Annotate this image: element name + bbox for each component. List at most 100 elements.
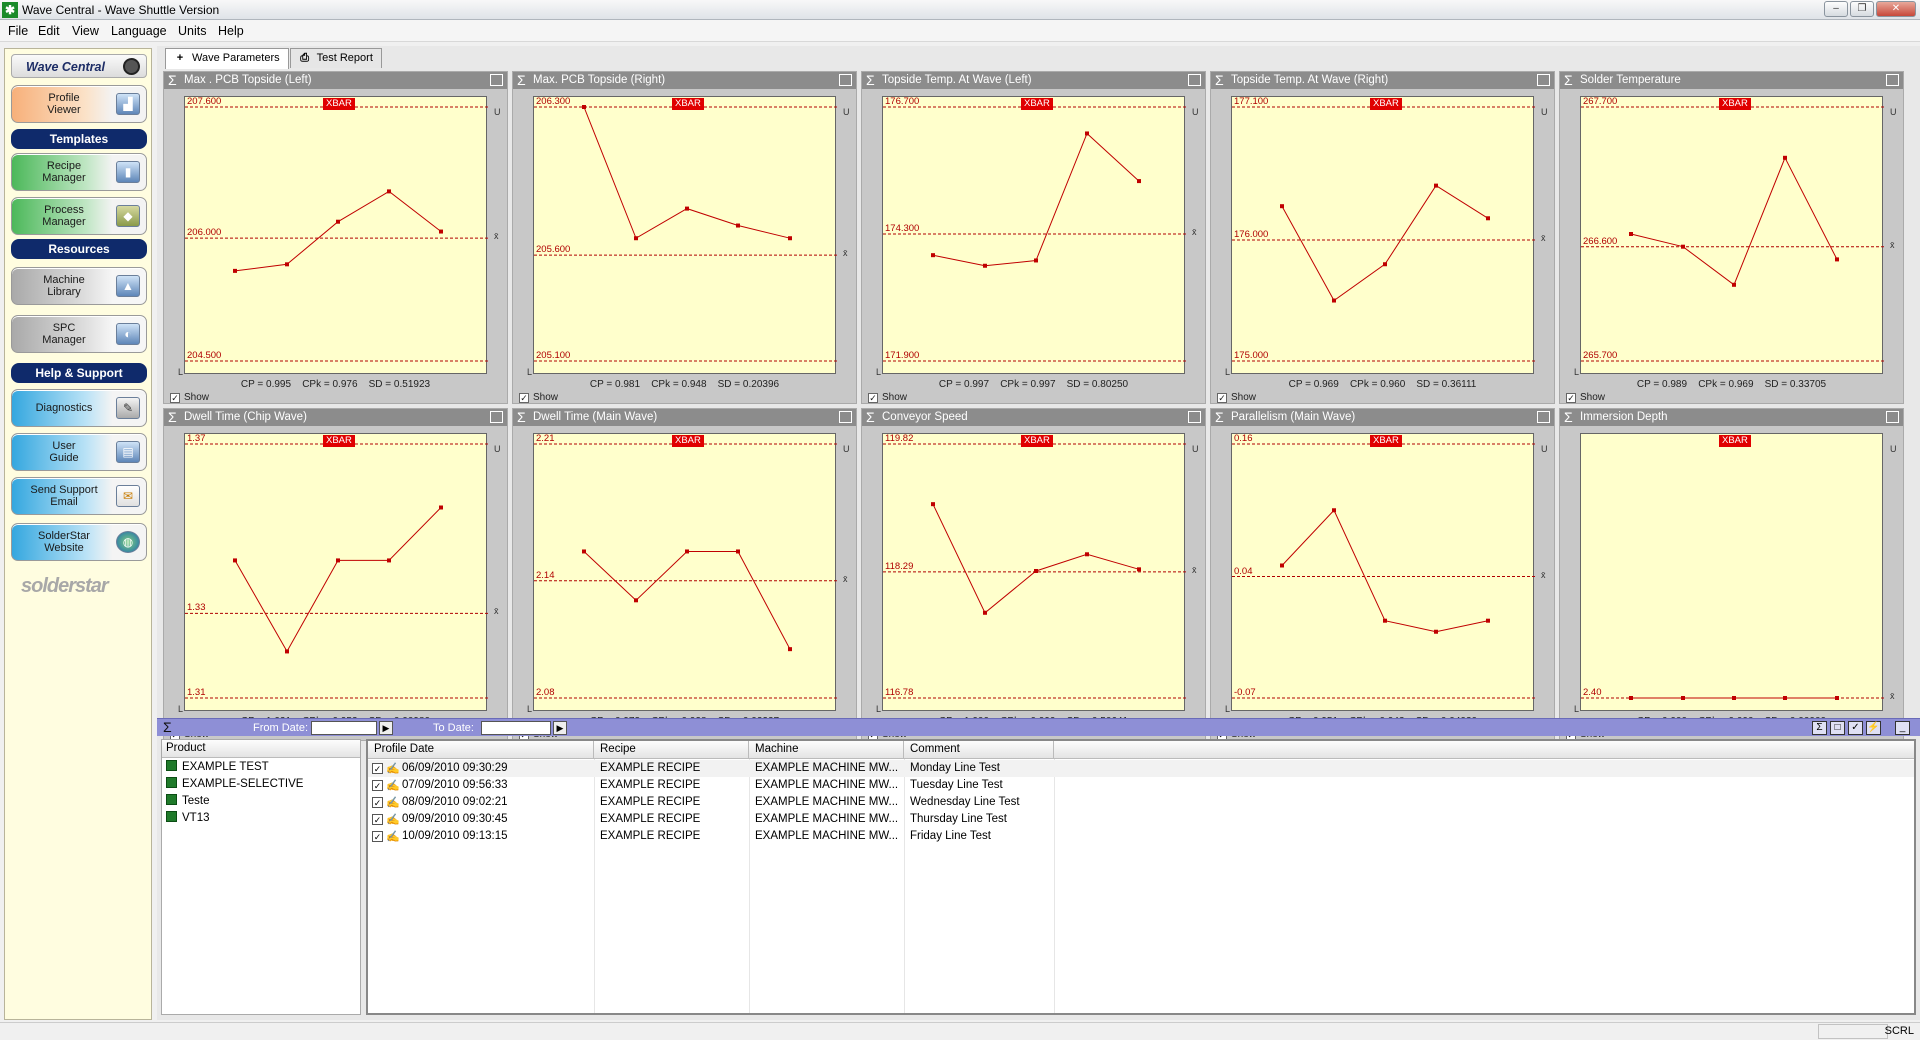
checkbox-icon[interactable]: ✓ (372, 797, 383, 808)
machine-cell: EXAMPLE MACHINE MW... (755, 813, 899, 825)
center-label: 206.000 (187, 227, 222, 239)
table-row[interactable]: ✓ ✍ 07/09/2010 09:56:33 EXAMPLE RECIPE EXAMP… (368, 777, 1914, 794)
square-toggle-icon[interactable]: □ (1830, 721, 1845, 735)
checkbox-icon[interactable]: ✓ (372, 763, 383, 774)
tab-test-report[interactable]: ⎙ Test Report (289, 48, 382, 68)
sigma-icon[interactable]: Σ (517, 72, 526, 88)
chart-stats: CP = 0.995 CPk = 0.976 SD = 0.51923 (164, 379, 507, 390)
sigma-icon[interactable]: Σ (163, 719, 172, 735)
tab-strip: + Wave Parameters ⎙ Test Report (165, 48, 383, 69)
recipe-cell: EXAMPLE RECIPE (600, 813, 701, 825)
spc-manager-button[interactable]: SPC Manager ◐ (11, 315, 147, 353)
data-point (685, 549, 689, 554)
machine-library-button[interactable]: Machine Library ▲ (11, 267, 147, 305)
product-item[interactable]: EXAMPLE TEST (162, 758, 360, 775)
col-profile-date[interactable]: Profile Date (368, 741, 594, 758)
checkbox-icon[interactable]: ✓ (372, 831, 383, 842)
gear-icon[interactable] (123, 58, 140, 75)
sigma-icon[interactable]: Σ (866, 72, 875, 88)
sigma-toggle-icon[interactable]: Σ (1812, 721, 1827, 735)
spc-line-chart (534, 443, 837, 699)
maximize-icon[interactable] (1537, 74, 1550, 86)
product-item[interactable]: EXAMPLE-SELECTIVE (162, 775, 360, 792)
checkbox-icon[interactable]: ✓ (1217, 393, 1227, 403)
maximize-icon[interactable] (490, 74, 503, 86)
ucl-label: 1.37 (187, 433, 206, 444)
show-toggle[interactable]: ✓ Show (1217, 392, 1256, 403)
col-machine[interactable]: Machine (749, 741, 904, 758)
maximize-icon[interactable] (1188, 74, 1201, 86)
data-point (685, 206, 689, 211)
solderstar-website-button[interactable]: SolderStar Website ◍ (11, 523, 147, 561)
lightning-icon[interactable]: ⚡ (1866, 721, 1881, 735)
show-toggle[interactable]: ✓ Show (519, 392, 558, 403)
maximize-icon[interactable] (1886, 74, 1899, 86)
show-toggle[interactable]: ✓ Show (868, 392, 907, 403)
profile-icon: ✍ (386, 763, 400, 775)
chart-header: Σ Dwell Time (Chip Wave) (164, 409, 507, 426)
from-date-arrow-icon[interactable]: ▶ (379, 721, 393, 735)
show-toggle[interactable]: ✓ Show (1566, 392, 1605, 403)
checkbox-icon[interactable]: ✓ (372, 814, 383, 825)
profile-viewer-button[interactable]: Profile Viewer ▟ (11, 85, 147, 123)
data-point (1280, 563, 1284, 568)
col-comment[interactable]: Comment (904, 741, 1054, 758)
checkbox-icon[interactable]: ✓ (372, 780, 383, 791)
maximize-icon[interactable] (839, 74, 852, 86)
maximize-icon[interactable] (490, 411, 503, 423)
diagnostics-button[interactable]: Diagnostics ✎ (11, 389, 147, 427)
send-support-email-button[interactable]: Send Support Email ✉ (11, 477, 147, 515)
process-manager-button[interactable]: Process Manager ◆ (11, 197, 147, 235)
restore-icon[interactable]: ❐ (1850, 1, 1874, 17)
close-icon[interactable]: ✕ (1876, 1, 1916, 17)
ucl-marker: U (1541, 107, 1548, 117)
recipe-manager-button[interactable]: Recipe Manager ▮ (11, 153, 147, 191)
chart-title: Max . PCB Topside (Left) (184, 74, 312, 86)
table-row[interactable]: ✓ ✍ 06/09/2010 09:30:29 EXAMPLE RECIPE EXAMP… (368, 760, 1914, 777)
checkbox-icon[interactable]: ✓ (1566, 393, 1576, 403)
menu-file[interactable]: File (8, 24, 29, 38)
col-recipe[interactable]: Recipe (594, 741, 749, 758)
menu-view[interactable]: View (72, 24, 99, 38)
lcl-label: 1.31 (187, 687, 206, 698)
to-date-arrow-icon[interactable]: ▶ (553, 721, 567, 735)
ucl-label: 2.21 (536, 433, 555, 444)
button-label: SolderStar (38, 530, 90, 542)
menu-language[interactable]: Language (111, 24, 167, 38)
table-row[interactable]: ✓ ✍ 09/09/2010 09:30:45 EXAMPLE RECIPE EXAMP… (368, 811, 1914, 828)
lcl-label: 175.000 (1234, 350, 1269, 361)
checkbox-icon[interactable]: ✓ (868, 393, 878, 403)
mean-marker: x̄ (843, 248, 848, 259)
product-item[interactable]: Teste (162, 792, 360, 809)
from-date-input[interactable] (311, 721, 377, 735)
checkbox-icon[interactable]: ✓ (519, 393, 529, 403)
sigma-icon[interactable]: Σ (1564, 409, 1573, 425)
profile-date: 10/09/2010 09:13:15 (402, 830, 508, 842)
maximize-icon[interactable] (1886, 411, 1899, 423)
product-item[interactable]: VT13 (162, 809, 360, 826)
tab-wave-parameters[interactable]: + Wave Parameters (165, 48, 289, 69)
menu-units[interactable]: Units (178, 24, 207, 38)
sigma-icon[interactable]: Σ (168, 409, 177, 425)
maximize-icon[interactable] (839, 411, 852, 423)
product-header[interactable]: Product (162, 740, 360, 758)
maximize-icon[interactable] (1188, 411, 1201, 423)
checkbox-icon[interactable]: ✓ (170, 393, 180, 403)
user-guide-button[interactable]: User Guide ▤ (11, 433, 147, 471)
show-toggle[interactable]: ✓ Show (170, 392, 209, 403)
menu-edit[interactable]: Edit (38, 24, 60, 38)
maximize-icon[interactable] (1537, 411, 1550, 423)
check-toggle-icon[interactable]: ✓ (1848, 721, 1863, 735)
sigma-icon[interactable]: Σ (517, 409, 526, 425)
menu-help[interactable]: Help (218, 24, 244, 38)
sigma-icon[interactable]: Σ (1564, 72, 1573, 88)
sigma-icon[interactable]: Σ (866, 409, 875, 425)
table-row[interactable]: ✓ ✍ 08/09/2010 09:02:21 EXAMPLE RECIPE EXAMP… (368, 794, 1914, 811)
minimize-icon[interactable]: – (1824, 1, 1848, 17)
table-row[interactable]: ✓ ✍ 10/09/2010 09:13:15 EXAMPLE RECIPE EXAMP… (368, 828, 1914, 845)
sigma-icon[interactable]: Σ (1215, 72, 1224, 88)
sigma-icon[interactable]: Σ (1215, 409, 1224, 425)
minimize-panel-icon[interactable]: _ (1895, 721, 1910, 735)
to-date-input[interactable] (481, 721, 551, 735)
sigma-icon[interactable]: Σ (168, 72, 177, 88)
